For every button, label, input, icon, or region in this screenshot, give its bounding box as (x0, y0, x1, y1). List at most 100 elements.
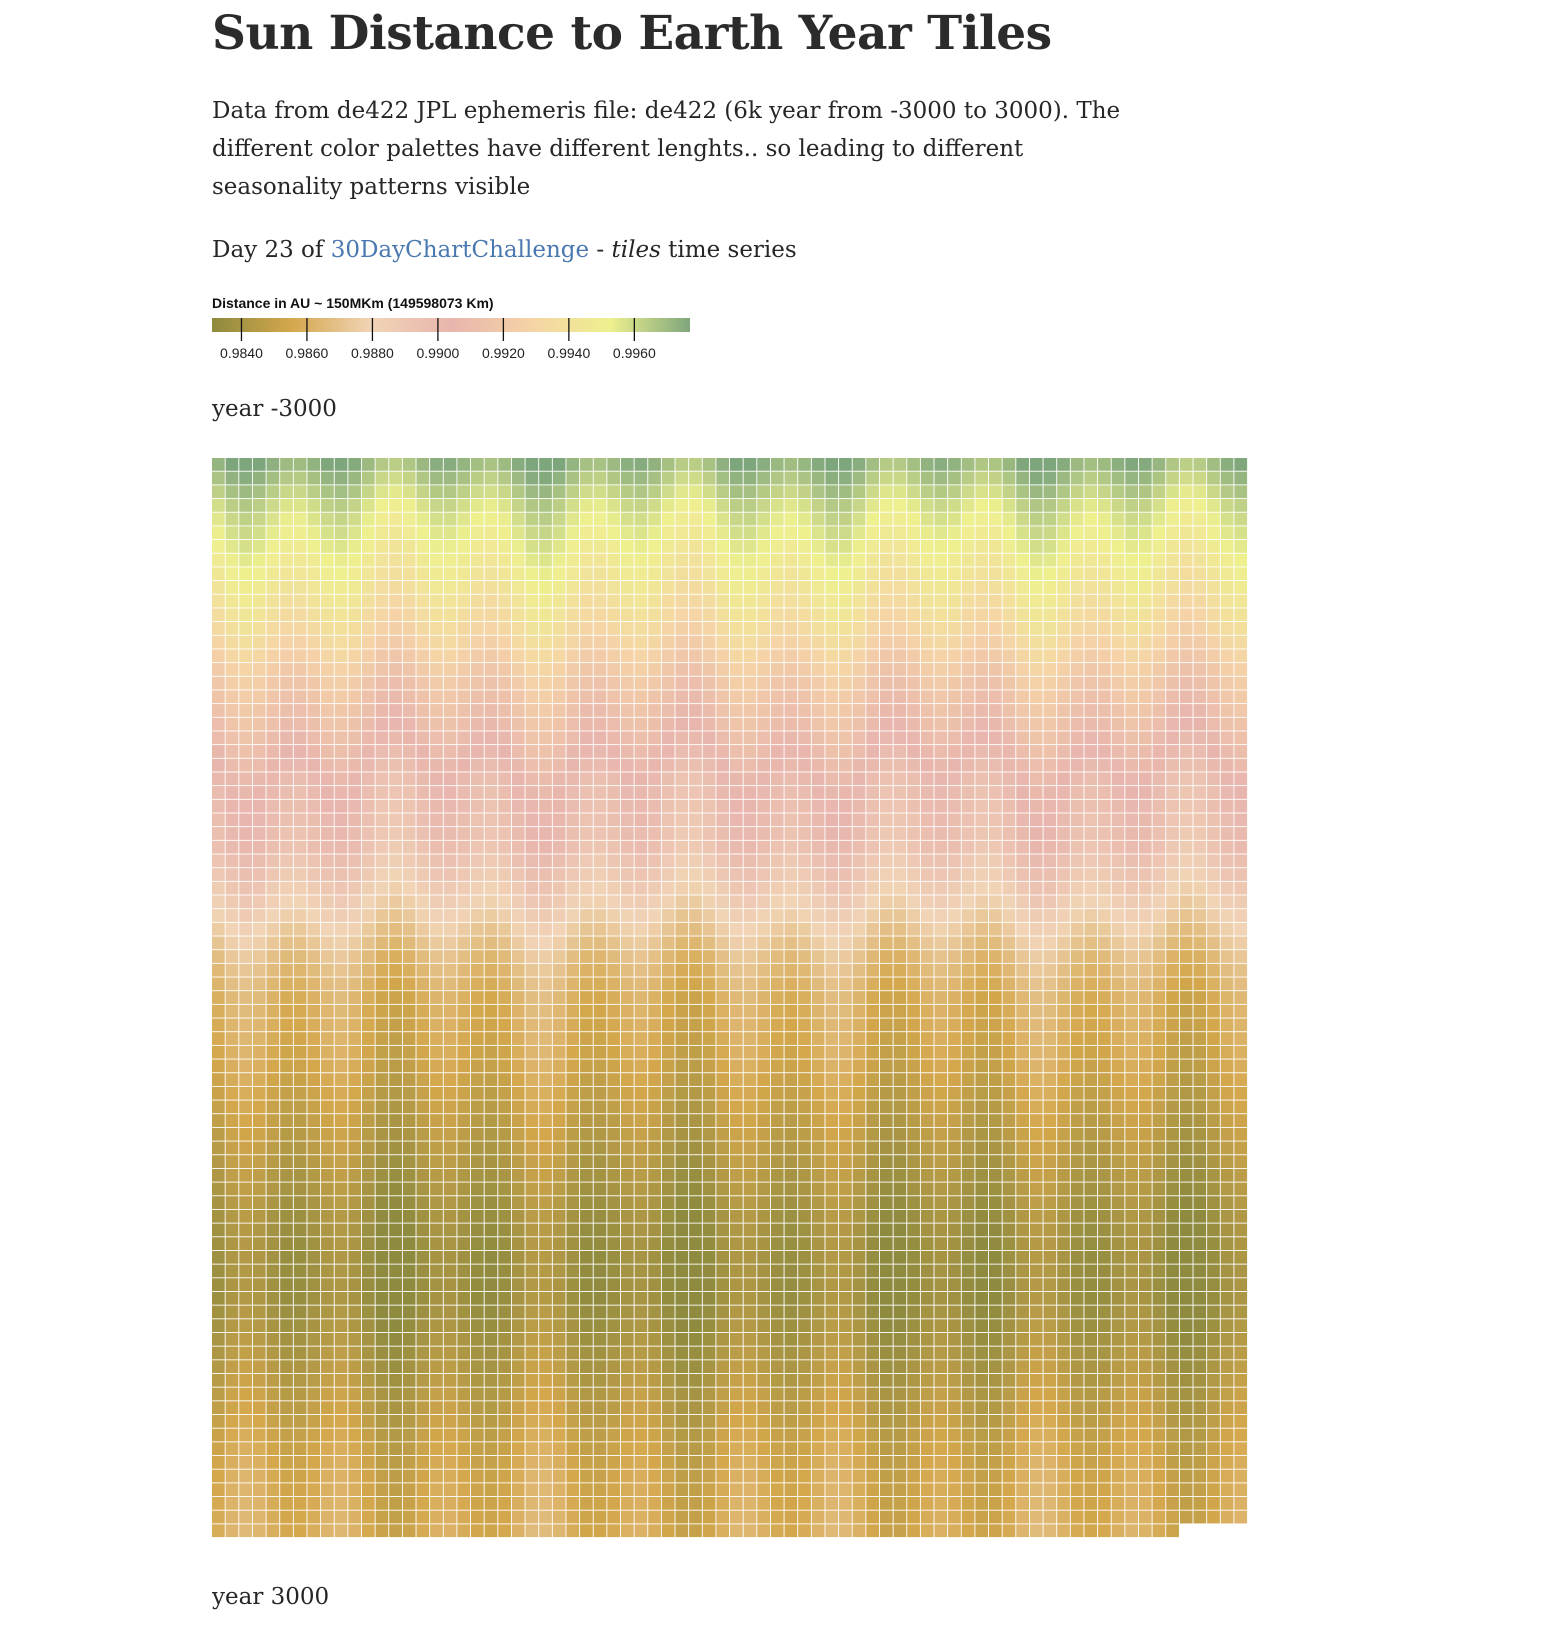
year-tile (430, 512, 443, 526)
year-tile (907, 1073, 920, 1086)
year-tile (798, 649, 811, 663)
year-tile (934, 745, 948, 758)
year-tile (552, 567, 566, 581)
year-tile (416, 512, 430, 526)
year-tile (484, 1360, 498, 1374)
year-tile (389, 1442, 402, 1456)
year-tile (552, 1510, 566, 1524)
year-tile (498, 854, 511, 868)
year-tile (934, 1373, 948, 1387)
year-tile (457, 963, 471, 977)
year-tile (961, 977, 975, 991)
year-tile (920, 963, 934, 977)
year-tile (648, 1059, 661, 1073)
year-tile (307, 799, 321, 813)
year-tile (852, 581, 866, 594)
year-tile (539, 512, 552, 526)
year-tile (811, 1196, 825, 1209)
year-tile (948, 499, 961, 512)
year-tile (920, 1346, 934, 1360)
year-tile (293, 1141, 307, 1155)
year-tile (961, 758, 975, 772)
year-tile (811, 622, 825, 635)
year-tile (457, 1455, 471, 1469)
year-tile (743, 1291, 757, 1305)
year-tile (1029, 1223, 1043, 1237)
year-tile (266, 1182, 280, 1196)
year-tile (566, 1524, 580, 1538)
year-tile (266, 1073, 280, 1086)
year-tile (716, 1018, 730, 1032)
year-tile (307, 540, 321, 553)
year-tile (839, 1291, 852, 1305)
year-tile (498, 1155, 511, 1168)
year-tile (511, 690, 525, 704)
year-tile (225, 1291, 239, 1305)
year-tile (730, 567, 743, 581)
year-tile (675, 1100, 689, 1114)
year-tile (293, 512, 307, 526)
year-tile (525, 991, 539, 1004)
year-tile (975, 1346, 989, 1360)
year-tile (457, 1278, 471, 1292)
year-tile (811, 581, 825, 594)
year-tile (280, 1209, 293, 1223)
year-tile (566, 622, 580, 635)
year-tile (389, 772, 402, 786)
year-tile (716, 471, 730, 485)
year-tile (348, 1346, 362, 1360)
year-tile (307, 1196, 321, 1209)
year-tile (252, 704, 266, 717)
year-tile (866, 622, 880, 635)
year-tile (252, 567, 266, 581)
year-tile (239, 649, 252, 663)
year-tile (457, 1168, 471, 1182)
year-tile (934, 731, 948, 745)
year-tile (784, 991, 798, 1004)
year-tile (389, 526, 402, 540)
year-tile (471, 950, 484, 963)
year-tile (743, 512, 757, 526)
year-tile (893, 786, 907, 799)
year-tile (989, 1018, 1002, 1032)
year-tile (498, 1360, 511, 1374)
year-tile (402, 977, 416, 991)
year-tile (879, 581, 893, 594)
year-tile (689, 540, 702, 553)
year-tile (1057, 786, 1070, 799)
year-tile (1016, 1414, 1029, 1428)
year-tile (620, 936, 634, 950)
year-tile (689, 1196, 702, 1209)
year-tile (689, 649, 702, 663)
year-tile (484, 1114, 498, 1127)
year-tile (539, 1401, 552, 1415)
year-tile (430, 1442, 443, 1456)
year-tile (416, 1524, 430, 1538)
year-tile (798, 581, 811, 594)
year-tile (321, 1045, 334, 1059)
year-tile (580, 1387, 593, 1401)
year-tile (989, 1524, 1002, 1538)
year-tile (620, 676, 634, 690)
year-tile (212, 1155, 225, 1168)
year-tile (293, 799, 307, 813)
year-tile (552, 936, 566, 950)
year-tile (798, 936, 811, 950)
year-tile (539, 1045, 552, 1059)
year-tile (239, 991, 252, 1004)
year-tile (566, 1483, 580, 1497)
year-tile (661, 881, 675, 895)
year-tile (948, 512, 961, 526)
year-tile (607, 1332, 621, 1346)
year-tile (511, 868, 525, 881)
year-tile (961, 1182, 975, 1196)
challenge-link[interactable]: 30DayChartChallenge (330, 237, 590, 263)
year-tile (839, 1455, 852, 1469)
year-tile (893, 676, 907, 690)
year-tile (430, 895, 443, 909)
year-tile (920, 1100, 934, 1114)
year-tile (361, 1442, 375, 1456)
year-tile (1043, 1127, 1057, 1141)
year-tile (566, 1278, 580, 1292)
year-tile (511, 581, 525, 594)
